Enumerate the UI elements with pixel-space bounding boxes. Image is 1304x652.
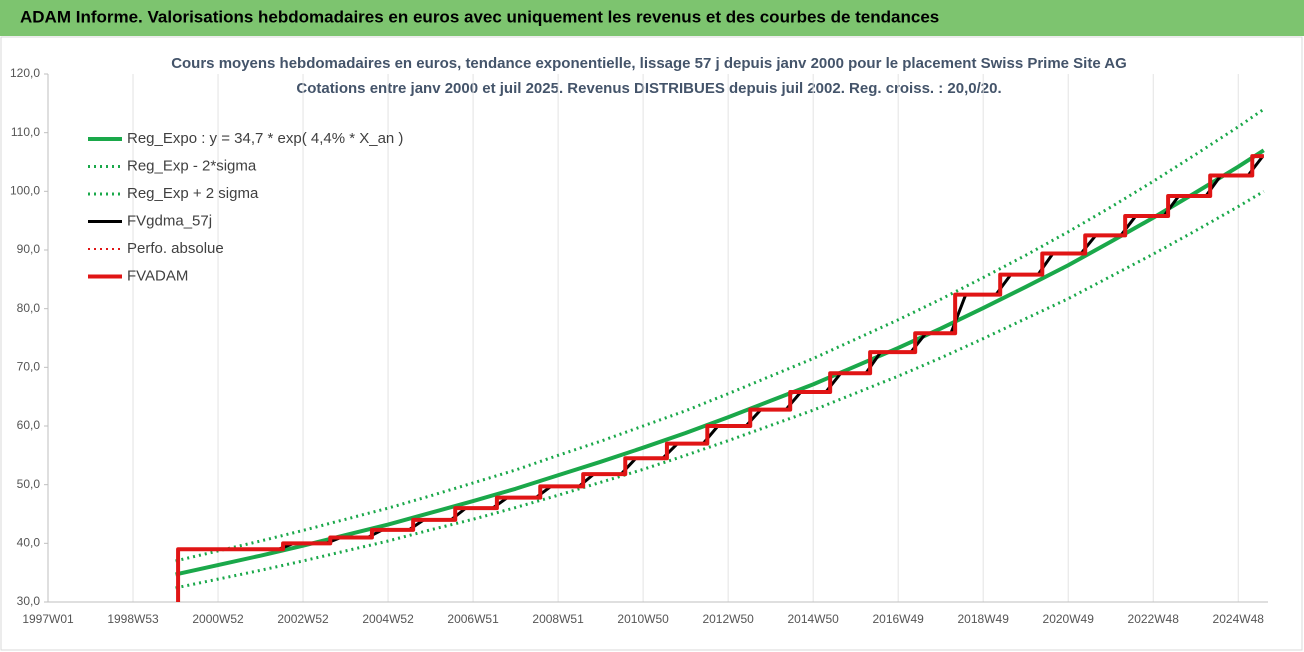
y-tick-label: 40,0 xyxy=(17,536,41,550)
y-tick-label: 110,0 xyxy=(11,125,40,139)
y-tick-label: 90,0 xyxy=(17,242,41,256)
x-tick-label: 1997W01 xyxy=(22,612,74,626)
x-tick-label: 2012W50 xyxy=(702,612,754,626)
y-tick-label: 30,0 xyxy=(17,594,41,608)
y-tick-label: 100,0 xyxy=(10,184,40,198)
x-tick-label: 2010W50 xyxy=(617,612,669,626)
y-tick-label: 60,0 xyxy=(17,418,41,432)
x-tick-label: 2018W49 xyxy=(958,612,1010,626)
x-tick-label: 1998W53 xyxy=(107,612,159,626)
series-line xyxy=(178,154,1265,551)
header-bar xyxy=(0,0,1304,36)
header-title: ADAM Informe. Valorisations hebdomadaire… xyxy=(20,7,939,26)
y-tick-label: 70,0 xyxy=(17,360,41,374)
frame xyxy=(0,36,1303,651)
y-tick-label: 80,0 xyxy=(17,301,41,315)
legend-label: Perfo. absolue xyxy=(127,240,224,257)
series-line xyxy=(175,107,1265,563)
x-tick-label: 2004W52 xyxy=(362,612,414,626)
legend-label: Reg_Exp + 2 sigma xyxy=(127,185,259,202)
legend-label: FVADAM xyxy=(127,267,188,284)
series-line xyxy=(175,190,1265,590)
x-tick-label: 2024W48 xyxy=(1213,612,1265,626)
x-tick-label: 2016W49 xyxy=(872,612,924,626)
x-tick-label: 2022W48 xyxy=(1128,612,1180,626)
chart-subtitle: Cotations entre janv 2000 et juil 2025. … xyxy=(296,80,1001,97)
x-tick-label: 2008W51 xyxy=(532,612,584,626)
x-tick-label: 2020W49 xyxy=(1043,612,1095,626)
x-tick-label: 2014W50 xyxy=(787,612,839,626)
series-line xyxy=(175,148,1265,577)
y-tick-label: 120,0 xyxy=(10,66,40,80)
legend-label: Reg_Expo : y = 34,7 * exp( 4,4% * X_an ) xyxy=(127,130,403,147)
legend-label: Reg_Exp - 2*sigma xyxy=(127,157,257,174)
series-line xyxy=(176,154,1264,602)
x-tick-label: 2002W52 xyxy=(277,612,329,626)
x-tick-label: 2000W52 xyxy=(192,612,244,626)
x-tick-label: 2006W51 xyxy=(447,612,499,626)
legend-label: FVgdma_57j xyxy=(127,212,212,229)
chart-title: Cours moyens hebdomadaires en euros, ten… xyxy=(171,55,1127,72)
y-tick-label: 50,0 xyxy=(17,477,41,491)
